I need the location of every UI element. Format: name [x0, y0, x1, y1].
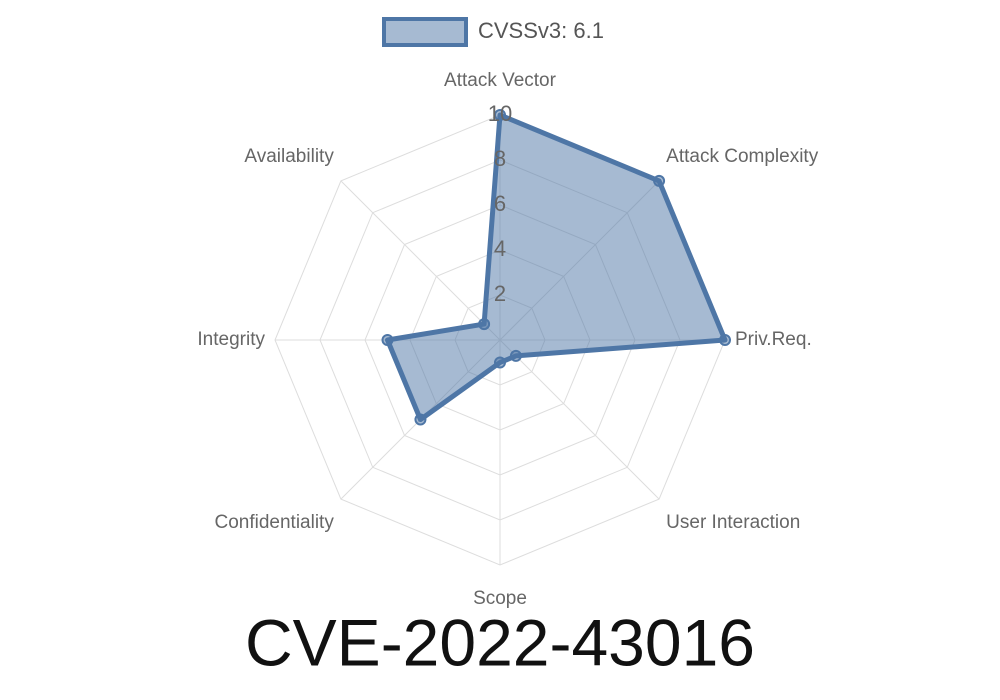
- legend-swatch: [382, 17, 468, 47]
- axis-label: Priv.Req.: [735, 329, 812, 350]
- data-point: [414, 413, 427, 426]
- r-tick-label: 4: [494, 236, 506, 261]
- r-tick-label: 6: [494, 191, 506, 216]
- data-point: [509, 349, 522, 362]
- r-tick-label: 8: [494, 146, 506, 171]
- axis-label: Attack Complexity: [666, 146, 819, 167]
- data-point: [719, 334, 731, 346]
- legend-label: CVSSv3: 6.1: [478, 18, 604, 43]
- data-point: [494, 109, 506, 121]
- axis-label: Scope: [473, 588, 527, 609]
- chart-title: CVE-2022-43016: [245, 605, 755, 679]
- spoke: [340, 180, 501, 341]
- axis-label: Confidentiality: [214, 512, 334, 533]
- axis-label: Availability: [244, 146, 334, 167]
- data-point: [381, 334, 394, 346]
- r-tick-label: 2: [494, 281, 506, 306]
- data-point: [494, 356, 506, 369]
- axis-label: User Interaction: [666, 512, 800, 533]
- axis-label: Integrity: [197, 329, 265, 350]
- data-point: [653, 174, 666, 187]
- r-tick-label: 10: [488, 101, 512, 126]
- data-point: [478, 318, 491, 331]
- axis-label: Attack Vector: [444, 70, 557, 91]
- spoke: [499, 339, 660, 500]
